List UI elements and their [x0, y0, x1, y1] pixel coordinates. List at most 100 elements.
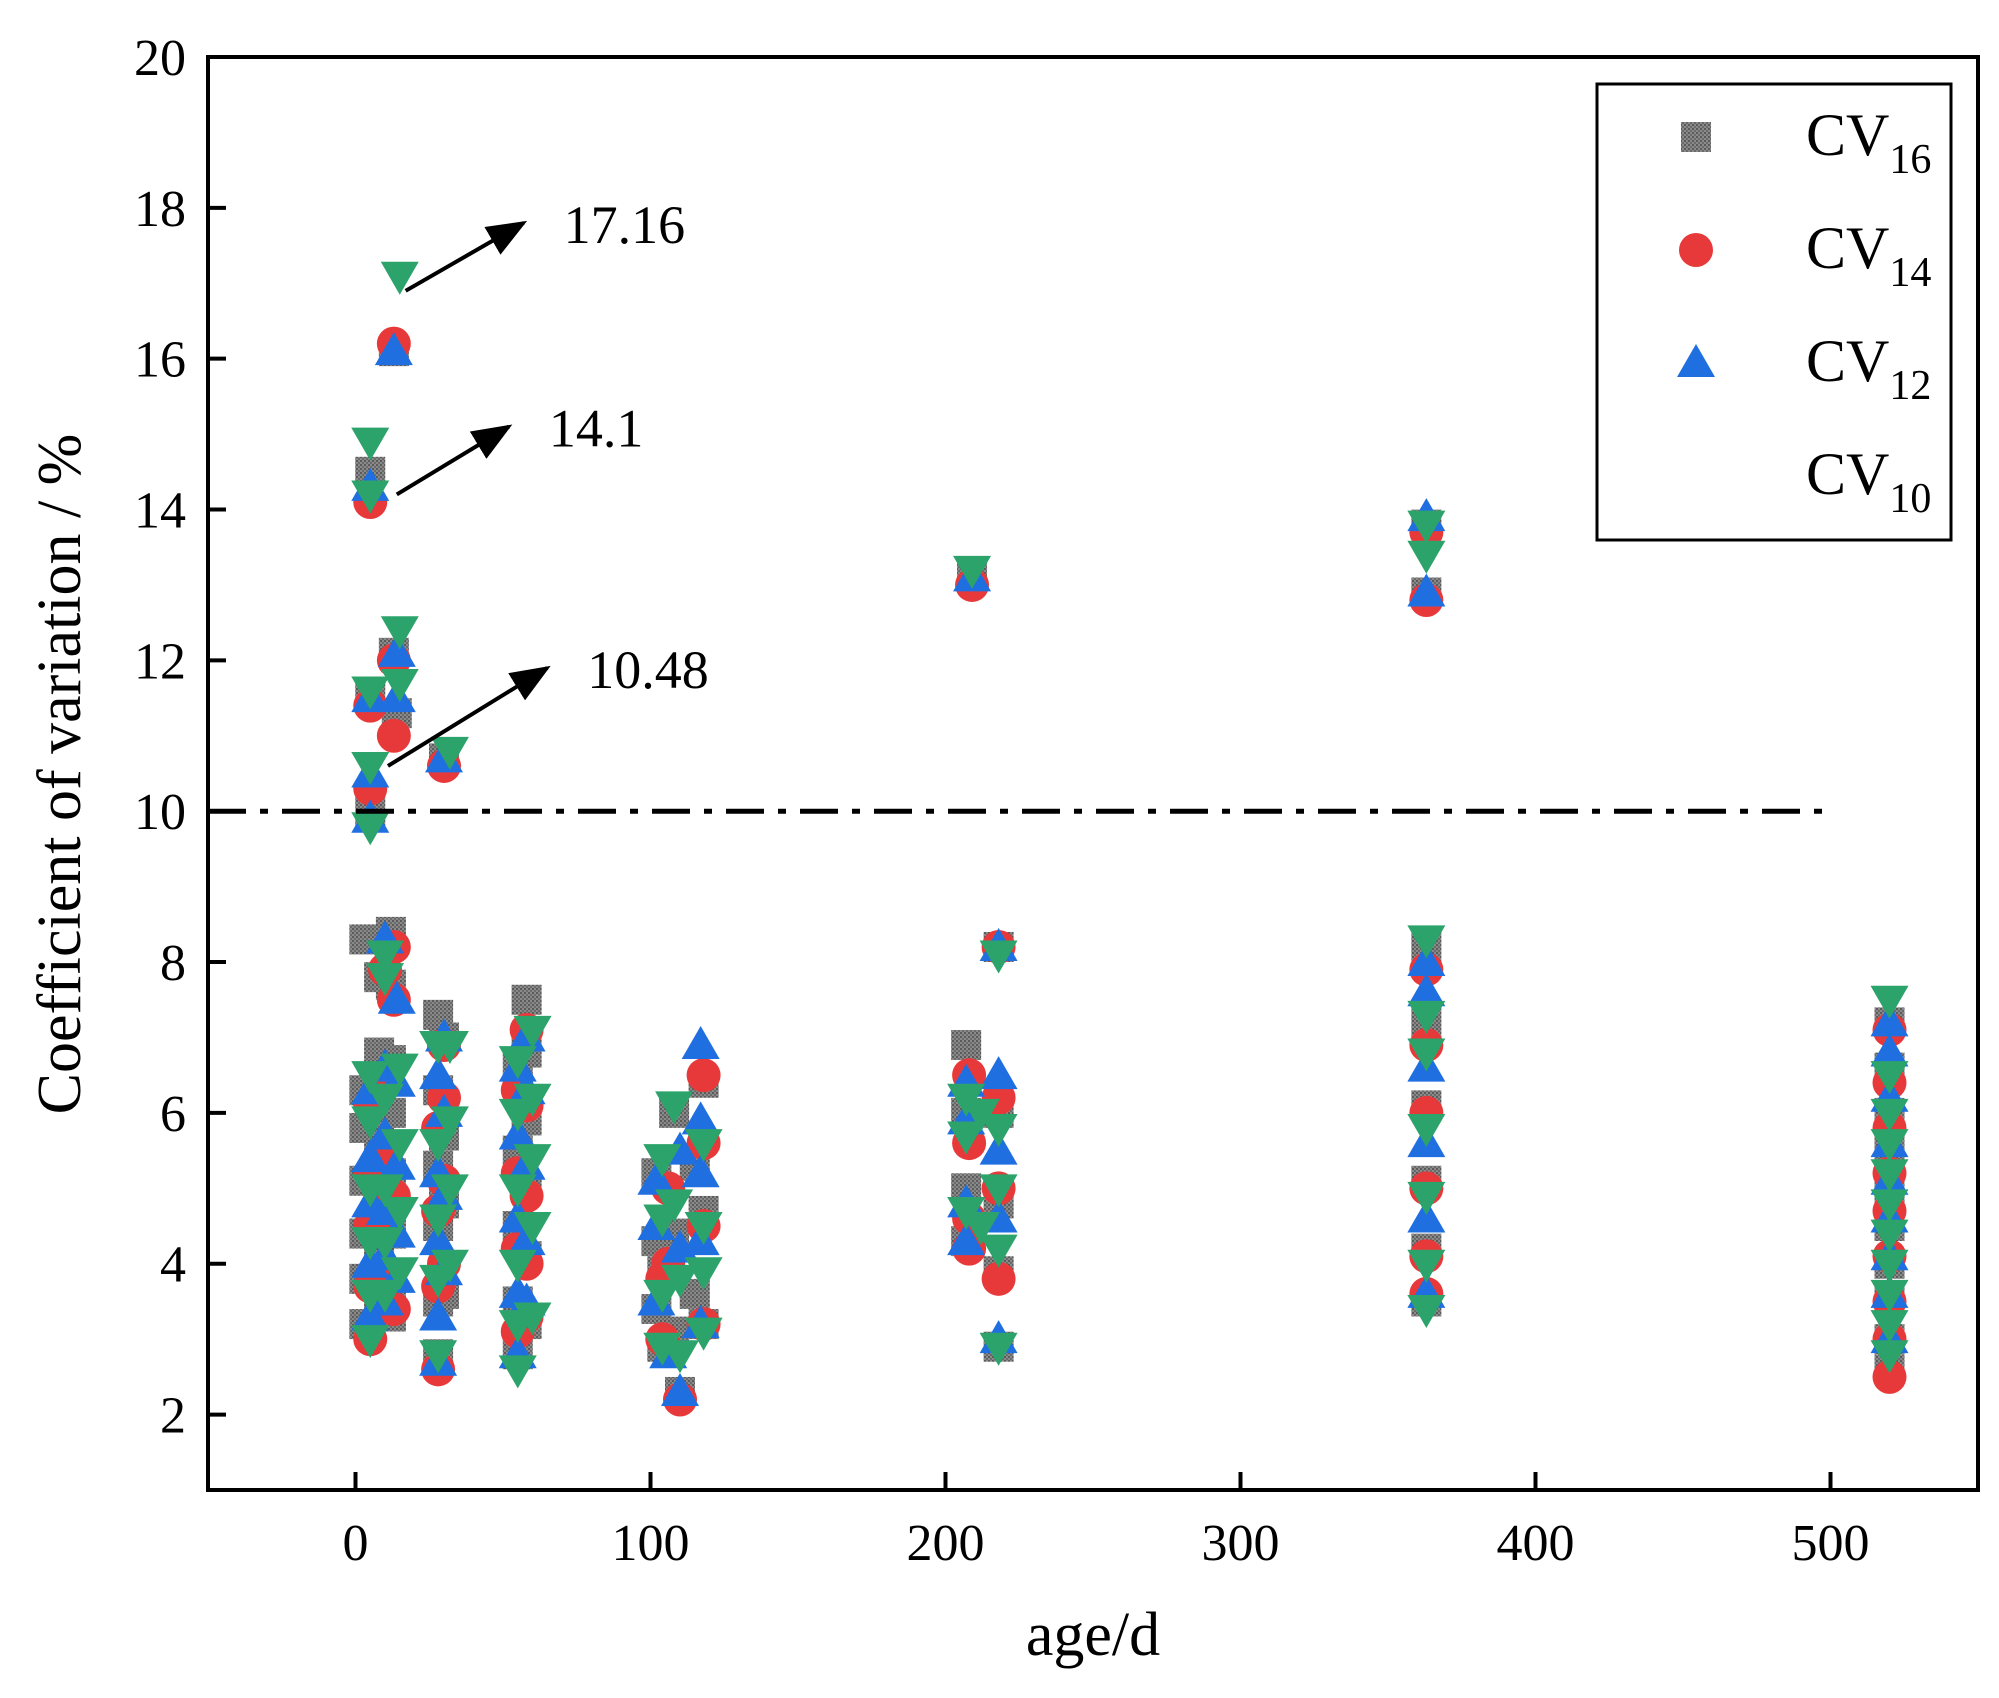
data-point-cv10	[430, 1106, 469, 1140]
data-point-cv10	[498, 1046, 537, 1080]
data-point-cv10	[1870, 985, 1909, 1019]
data-point-cv10	[1870, 1310, 1909, 1344]
data-point-cv10	[513, 1083, 552, 1117]
annotation-label: 17.16	[564, 195, 686, 255]
x-axis-label: age/d	[1026, 1601, 1160, 1669]
annotation-arrow	[395, 424, 513, 497]
data-point-cv10	[684, 1257, 723, 1291]
data-point-cv10	[1870, 1129, 1909, 1163]
data-point-cv10	[513, 1212, 552, 1246]
data-point-cv10	[351, 751, 390, 785]
data-point-cv10	[419, 1340, 458, 1374]
data-point-cv10	[655, 1189, 694, 1223]
data-point-cv12	[498, 1116, 537, 1150]
data-point-cv10	[1407, 925, 1446, 959]
data-point-cv12	[419, 1222, 458, 1256]
data-point-cv10	[380, 1053, 419, 1087]
series-cv10	[351, 261, 1909, 1389]
annotation-arrow	[386, 665, 551, 768]
data-point-cv10	[1407, 1249, 1446, 1283]
data-point-cv10	[430, 1249, 469, 1283]
data-point-cv10	[684, 1212, 723, 1246]
data-point-cv10	[419, 1204, 458, 1238]
plot-frame	[206, 55, 1980, 1492]
data-point-cv10	[380, 1257, 419, 1291]
data-point-cv10	[513, 1015, 552, 1049]
data-point-cv12	[377, 1146, 416, 1180]
data-point-cv10	[1407, 1038, 1446, 1072]
x-tick-label: 300	[1202, 1515, 1280, 1572]
data-point-cv10	[1870, 1279, 1909, 1313]
data-point-cv10	[351, 1061, 390, 1095]
data-point-cv12	[947, 1222, 986, 1256]
data-point-cv10	[979, 1234, 1018, 1268]
data-point-cv10	[351, 1325, 390, 1359]
data-point-cv16	[511, 984, 542, 1015]
y-tick-label: 4	[160, 1237, 186, 1294]
data-point-cv16	[951, 1030, 982, 1061]
data-point-cv10	[643, 1279, 682, 1313]
data-point-cv12	[681, 1154, 720, 1188]
data-point-cv10	[380, 261, 419, 295]
data-point-cv12	[637, 1161, 676, 1195]
data-point-cv10	[979, 940, 1018, 974]
data-point-cv12	[1407, 973, 1446, 1007]
data-point-cv12	[979, 1131, 1018, 1165]
data-point-cv10	[1407, 1113, 1446, 1147]
x-tick-label: 500	[1792, 1515, 1870, 1572]
data-point-cv10	[1407, 1294, 1446, 1328]
data-point-cv10	[1870, 1159, 1909, 1193]
data-point-cv12	[1870, 1003, 1909, 1037]
data-point-cv12	[681, 1026, 720, 1060]
data-point-cv12	[1407, 573, 1446, 607]
legend-marker-cv12	[1677, 344, 1715, 377]
data-point-cv12	[1407, 943, 1446, 977]
data-point-cv10	[1407, 1181, 1446, 1215]
y-tick-label: 20	[134, 30, 186, 87]
legend-marker-cv16	[1681, 122, 1711, 152]
data-point-cv10	[979, 1332, 1018, 1366]
data-point-cv14	[686, 1058, 721, 1093]
x-tick-label: 0	[343, 1515, 369, 1572]
data-point-cv10	[1870, 1061, 1909, 1095]
annotation-label: 10.48	[587, 640, 709, 700]
data-point-cv10	[351, 676, 390, 710]
data-point-cv10	[1870, 1340, 1909, 1374]
annotation-label: 14.1	[549, 399, 644, 459]
data-point-cv10	[498, 1249, 537, 1283]
data-point-cv12	[507, 1222, 546, 1256]
y-tick-label: 10	[134, 784, 186, 841]
data-point-cv12	[377, 633, 416, 667]
data-point-cv10	[961, 1212, 1000, 1246]
data-point-cv10	[366, 963, 404, 997]
data-point-cv10	[380, 1196, 419, 1230]
y-tick-label: 18	[134, 181, 186, 238]
annotation-arrow	[404, 220, 528, 293]
data-point-cv10	[498, 1355, 537, 1389]
data-point-cv10	[1870, 1098, 1909, 1132]
data-point-cv10	[1407, 510, 1446, 544]
data-point-cv10	[661, 1340, 699, 1374]
y-tick-label: 16	[134, 332, 186, 389]
y-tick-label: 14	[134, 483, 186, 540]
data-point-cv10	[1870, 1219, 1909, 1253]
y-tick-label: 6	[160, 1086, 186, 1143]
data-point-cv10	[380, 616, 419, 650]
data-point-cv10	[366, 1227, 404, 1261]
data-point-cv10	[430, 1031, 469, 1065]
y-tick-label: 12	[134, 633, 186, 690]
data-point-cv10	[1870, 1249, 1909, 1283]
data-point-cv10	[979, 1174, 1018, 1208]
data-point-cv10	[419, 1129, 458, 1163]
data-point-cv10	[979, 1113, 1018, 1147]
data-point-cv10	[366, 1174, 404, 1208]
data-point-cv14	[1872, 1359, 1907, 1394]
data-point-cv12	[1870, 1033, 1909, 1067]
data-point-cv10	[513, 1144, 552, 1178]
data-point-cv10	[684, 1129, 723, 1163]
annotations: 17.16 14.1 10.48	[386, 195, 709, 768]
legend-box	[1595, 82, 1953, 542]
data-point-cv10	[430, 736, 469, 770]
data-point-cv12	[1407, 1199, 1446, 1233]
